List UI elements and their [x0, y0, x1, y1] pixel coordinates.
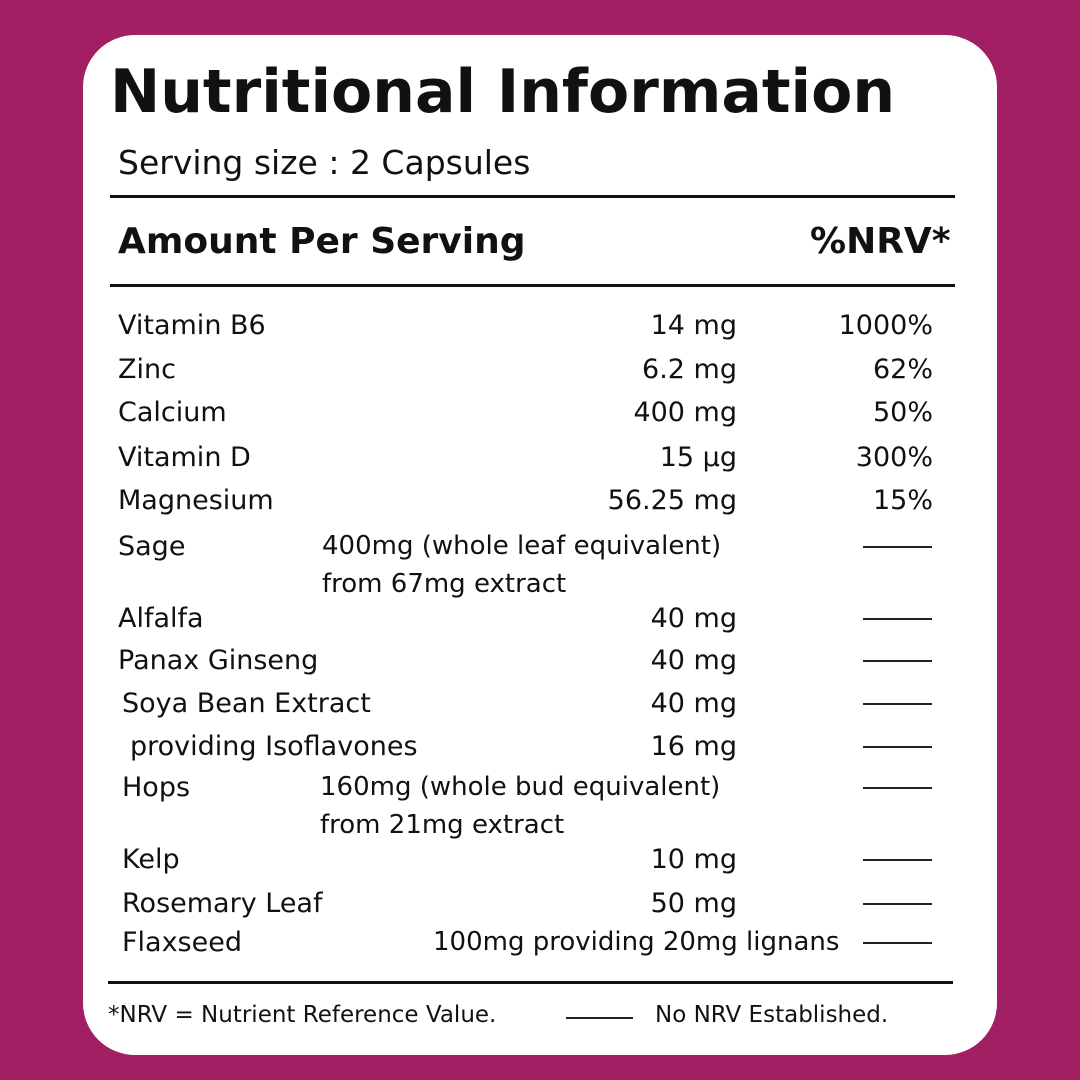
- no-nrv-dash: [863, 859, 932, 861]
- nutrient-name: Zinc: [118, 354, 176, 385]
- nutrient-nrv: 300%: [855, 442, 933, 473]
- nutrient-name: Alfalfa: [118, 603, 204, 634]
- no-nrv-dash: [863, 903, 932, 905]
- nutrient-amount: 16 mg: [650, 731, 737, 762]
- no-nrv-dash: [863, 546, 932, 548]
- page-title: Nutritional Information: [110, 57, 896, 127]
- nutrient-amount: 6.2 mg: [642, 354, 737, 385]
- divider: [110, 284, 955, 287]
- nutrient-name: Kelp: [122, 844, 180, 875]
- serving-size: Serving size : 2 Capsules: [118, 143, 531, 182]
- nutrient-amount: 40 mg: [650, 688, 737, 719]
- nutrient-amount: 100mg providing 20mg lignans: [433, 927, 840, 957]
- nutrient-nrv: 50%: [872, 397, 933, 428]
- nutrient-amount: 40 mg: [650, 603, 737, 634]
- no-nrv-dash: [863, 660, 932, 662]
- footer-definition: *NRV = Nutrient Reference Value.: [108, 1002, 497, 1028]
- nutrient-amount: 40 mg: [650, 645, 737, 676]
- nutrient-name: providing Isoflavones: [130, 731, 418, 762]
- nutrient-name: Vitamin D: [118, 442, 251, 473]
- footer-no-nrv: No NRV Established.: [655, 1002, 889, 1028]
- nutrient-amount: 400 mg: [633, 397, 737, 428]
- nutrient-nrv: 15%: [872, 485, 933, 516]
- nutrient-amount: 50 mg: [650, 888, 737, 919]
- nutrient-amount: 14 mg: [650, 310, 737, 341]
- nutrient-name: Vitamin B6: [118, 310, 266, 341]
- nutrient-nrv: 62%: [872, 354, 933, 385]
- amount-header: Amount Per Serving: [118, 221, 526, 262]
- nutrient-amount: 56.25 mg: [607, 485, 737, 516]
- nutrient-name: Hops: [122, 772, 191, 803]
- label-card: [83, 35, 997, 1055]
- nutrient-name: Soya Bean Extract: [122, 688, 371, 719]
- no-nrv-dash: [863, 618, 932, 620]
- nutrient-name: Panax Ginseng: [118, 645, 319, 676]
- nutrient-name: Calcium: [118, 397, 227, 428]
- nutrient-name: Rosemary Leaf: [122, 888, 323, 919]
- nutrient-amount-detail: from 67mg extract: [322, 569, 567, 599]
- no-nrv-dash: [863, 703, 932, 705]
- nutrient-name: Flaxseed: [122, 927, 242, 958]
- no-nrv-dash: [863, 942, 932, 944]
- nutrient-amount: 400mg (whole leaf equivalent): [322, 531, 722, 561]
- nutrient-amount: 10 mg: [650, 844, 737, 875]
- nutrient-amount: 15 µg: [659, 442, 737, 473]
- nutrient-name: Magnesium: [118, 485, 274, 516]
- nrv-header: %NRV*: [810, 221, 951, 262]
- divider: [108, 981, 953, 984]
- no-nrv-dash: [863, 787, 932, 789]
- divider: [110, 195, 955, 198]
- nutrient-amount-detail: from 21mg extract: [320, 810, 565, 840]
- dash-legend: [566, 1017, 633, 1019]
- nutrient-amount: 160mg (whole bud equivalent): [320, 772, 721, 802]
- nutrient-name: Sage: [118, 531, 186, 562]
- nutrient-nrv: 1000%: [838, 310, 933, 341]
- no-nrv-dash: [863, 746, 932, 748]
